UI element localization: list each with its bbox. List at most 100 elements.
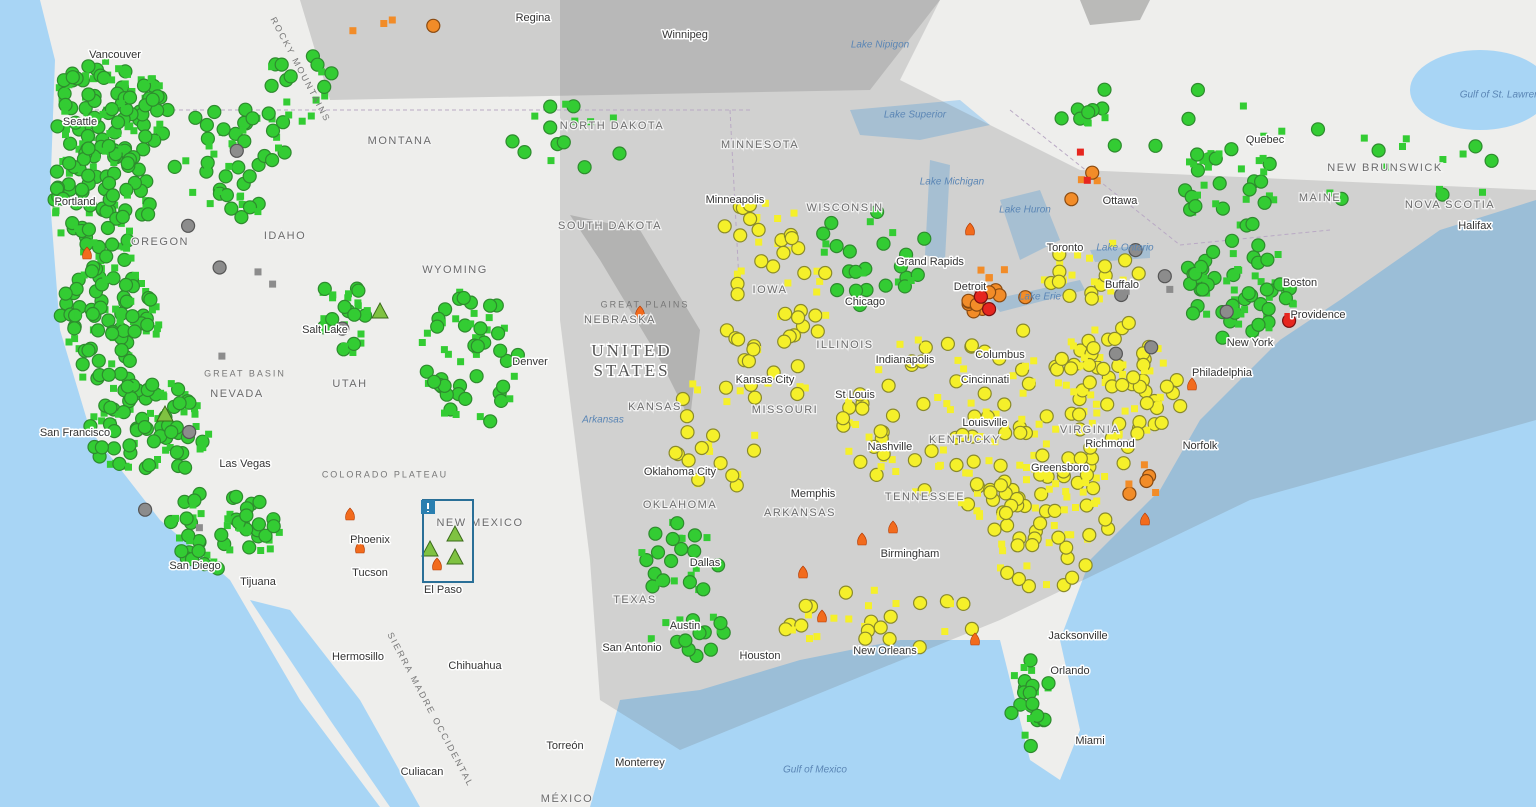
sensor-marker[interactable]	[1074, 251, 1082, 259]
sensor-marker[interactable]	[182, 157, 190, 165]
monitor-marker[interactable]	[1011, 571, 1027, 587]
sensor-marker[interactable]	[1230, 286, 1238, 294]
sensor-marker[interactable]	[1270, 196, 1278, 204]
monitor-marker[interactable]	[181, 218, 196, 233]
monitor-marker[interactable]	[266, 519, 281, 534]
sensor-marker[interactable]	[100, 409, 108, 417]
sensor-marker[interactable]	[1239, 102, 1247, 110]
monitor-marker[interactable]	[650, 545, 666, 560]
sensor-marker[interactable]	[62, 131, 69, 139]
monitor-marker[interactable]	[966, 454, 981, 469]
monitor-marker[interactable]	[231, 160, 246, 175]
sensor-marker[interactable]	[1141, 367, 1148, 375]
monitor-marker[interactable]	[456, 290, 471, 306]
sensor-marker[interactable]	[321, 92, 329, 100]
monitor-marker[interactable]	[1108, 346, 1124, 361]
sensor-marker[interactable]	[1080, 354, 1088, 362]
sensor-marker[interactable]	[510, 372, 518, 380]
sensor-marker[interactable]	[329, 291, 337, 299]
sensor-marker[interactable]	[960, 365, 968, 373]
sensor-marker[interactable]	[1069, 245, 1077, 253]
monitor-marker[interactable]	[878, 278, 893, 293]
sensor-marker[interactable]	[912, 488, 920, 496]
monitor-marker[interactable]	[1013, 425, 1028, 440]
sensor-marker[interactable]	[506, 395, 514, 403]
monitor-marker[interactable]	[776, 245, 791, 260]
monitor-marker[interactable]	[648, 526, 663, 541]
sensor-marker[interactable]	[638, 549, 646, 557]
sensor-marker[interactable]	[126, 227, 133, 235]
monitor-marker[interactable]	[67, 321, 82, 336]
sensor-marker[interactable]	[345, 290, 352, 298]
monitor-marker[interactable]	[694, 440, 709, 456]
monitor-marker[interactable]	[1025, 696, 1040, 711]
sensor-marker[interactable]	[1125, 480, 1133, 488]
monitor-marker[interactable]	[1052, 247, 1067, 262]
monitor-marker[interactable]	[679, 409, 695, 424]
sensor-marker[interactable]	[93, 153, 101, 161]
monitor-marker[interactable]	[430, 319, 445, 334]
monitor-marker[interactable]	[987, 522, 1002, 537]
monitor-marker[interactable]	[245, 111, 260, 126]
sensor-marker[interactable]	[1091, 326, 1099, 334]
monitor-marker[interactable]	[917, 231, 932, 246]
monitor-marker[interactable]	[1112, 416, 1127, 431]
sensor-marker[interactable]	[1263, 319, 1270, 327]
monitor-marker[interactable]	[1064, 192, 1079, 207]
sensor-marker[interactable]	[162, 446, 170, 454]
monitor-marker[interactable]	[685, 613, 701, 628]
sensor-marker[interactable]	[1023, 562, 1031, 570]
monitor-marker[interactable]	[778, 306, 793, 321]
sensor-marker[interactable]	[877, 463, 885, 471]
sensor-marker[interactable]	[655, 578, 663, 586]
monitor-marker[interactable]	[1097, 82, 1112, 97]
sensor-marker[interactable]	[939, 446, 947, 454]
monitor-marker[interactable]	[1059, 540, 1074, 555]
sensor-marker[interactable]	[172, 514, 179, 522]
sensor-marker[interactable]	[934, 394, 942, 401]
sensor-marker[interactable]	[423, 329, 431, 337]
monitor-marker[interactable]	[1039, 409, 1054, 424]
sensor-marker[interactable]	[822, 240, 830, 248]
monitor-marker[interactable]	[790, 310, 806, 325]
sensor-marker[interactable]	[774, 215, 782, 222]
monitor-marker[interactable]	[115, 209, 130, 224]
sensor-marker[interactable]	[1026, 715, 1034, 722]
monitor-marker[interactable]	[99, 249, 114, 264]
sensor-marker[interactable]	[225, 162, 233, 170]
sensor-marker[interactable]	[1035, 420, 1043, 428]
sensor-marker[interactable]	[218, 352, 226, 360]
monitor-marker[interactable]	[324, 66, 339, 81]
sensor-marker[interactable]	[813, 288, 821, 296]
sensor-marker[interactable]	[1152, 489, 1160, 496]
sensor-marker[interactable]	[186, 537, 194, 545]
fire-icon[interactable]	[345, 507, 355, 521]
sensor-marker[interactable]	[1223, 277, 1231, 285]
sensor-marker[interactable]	[1018, 415, 1026, 423]
sensor-marker[interactable]	[126, 122, 134, 130]
monitor-marker[interactable]	[1242, 182, 1257, 197]
sensor-marker[interactable]	[152, 135, 160, 143]
monitor-marker[interactable]	[730, 332, 746, 347]
monitor-marker[interactable]	[493, 343, 508, 358]
monitor-marker[interactable]	[81, 343, 96, 358]
monitor-marker[interactable]	[1224, 233, 1240, 248]
sensor-marker[interactable]	[115, 104, 123, 112]
monitor-marker[interactable]	[127, 324, 142, 339]
sensor-marker[interactable]	[1092, 474, 1100, 482]
sensor-marker[interactable]	[1459, 150, 1467, 158]
monitor-marker[interactable]	[543, 99, 558, 114]
monitor-marker[interactable]	[251, 517, 266, 532]
monitor-marker[interactable]	[873, 424, 888, 439]
sensor-marker[interactable]	[472, 334, 480, 342]
monitor-marker[interactable]	[188, 110, 203, 125]
monitor-marker[interactable]	[818, 265, 833, 281]
sensor-marker[interactable]	[215, 188, 223, 196]
sensor-marker[interactable]	[914, 336, 922, 344]
sensor-marker[interactable]	[764, 379, 772, 387]
sensor-marker[interactable]	[845, 447, 853, 455]
sensor-marker[interactable]	[1156, 393, 1164, 401]
monitor-marker[interactable]	[733, 228, 748, 243]
monitor-marker[interactable]	[167, 159, 182, 174]
sensor-marker[interactable]	[1031, 504, 1039, 512]
